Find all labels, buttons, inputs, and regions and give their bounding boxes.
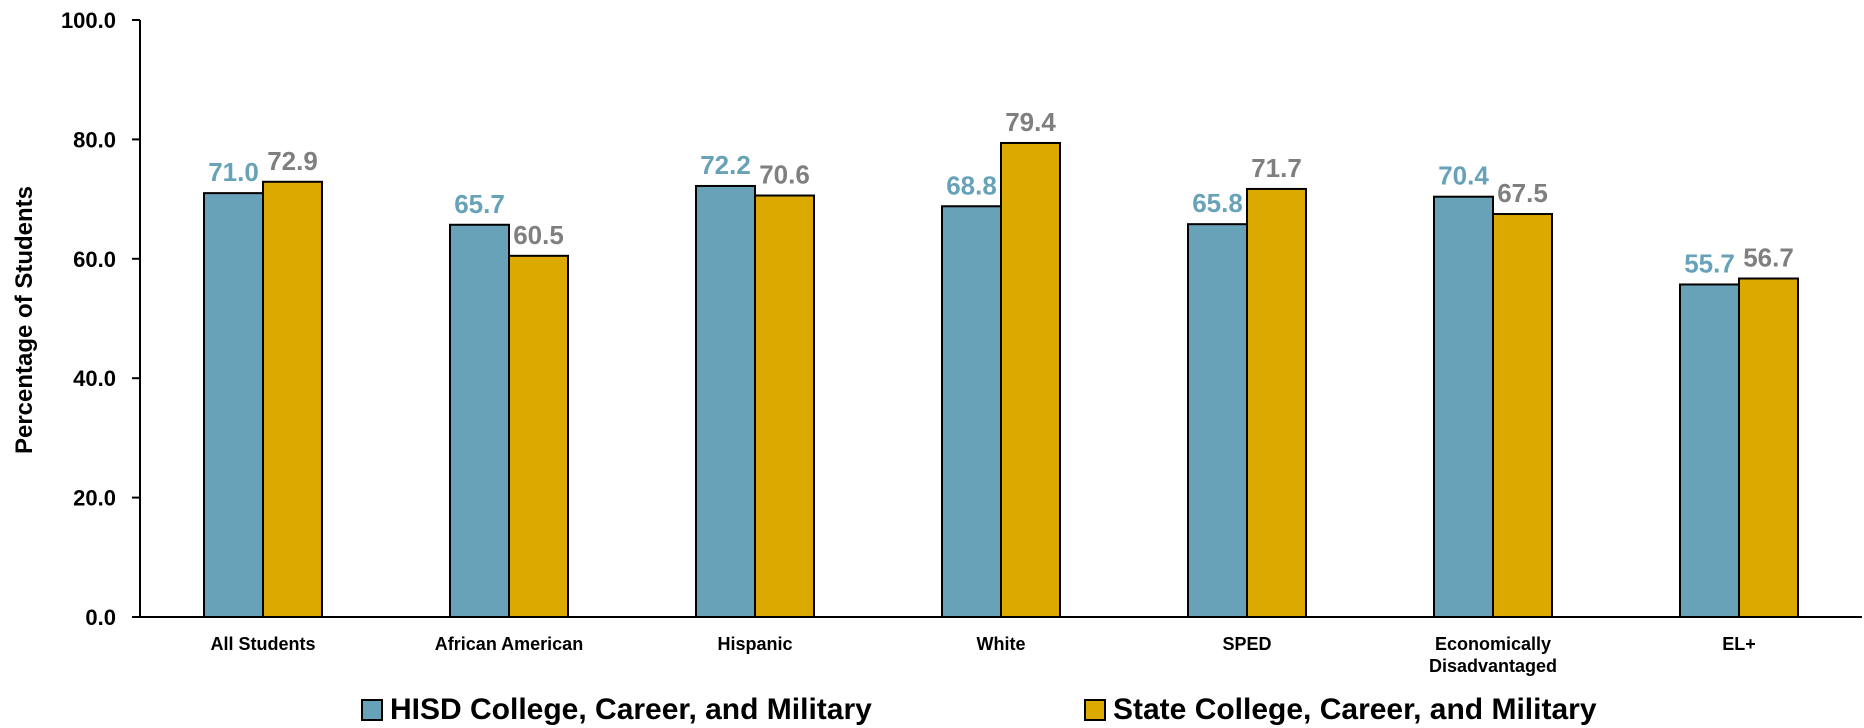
data-label: 60.5 xyxy=(513,220,564,250)
x-category-label: Economically Disadvantaged xyxy=(1429,634,1557,676)
bar-state xyxy=(1246,187,1307,619)
data-label: 56.7 xyxy=(1743,243,1794,273)
data-label: 79.4 xyxy=(1005,107,1056,137)
x-axis-categories: All Students African American Hispanic Whit… xyxy=(210,634,1755,676)
x-category-label: EL+ xyxy=(1722,634,1756,654)
bar-state xyxy=(754,194,815,618)
bar-state xyxy=(1738,277,1799,618)
y-tick-label: 0.0 xyxy=(85,605,116,630)
data-label: 72.9 xyxy=(267,146,318,176)
bar-hisd xyxy=(1187,223,1248,618)
bars xyxy=(203,141,1799,619)
data-label: 71.0 xyxy=(208,157,259,187)
bar-state xyxy=(1000,141,1061,618)
data-label: 71.7 xyxy=(1251,153,1302,183)
bar-hisd xyxy=(449,223,510,618)
bar-state xyxy=(508,254,569,618)
x-category-label: Hispanic xyxy=(717,634,792,654)
legend-swatch xyxy=(1084,699,1106,721)
x-category-label: All Students xyxy=(210,634,315,654)
x-category-label: White xyxy=(977,634,1026,654)
data-label: 65.7 xyxy=(454,189,505,219)
data-label: 65.8 xyxy=(1192,188,1243,218)
legend: HISD College, Career, and Military State … xyxy=(361,693,1597,726)
legend-label: HISD College, Career, and Military xyxy=(390,693,872,726)
data-label: 67.5 xyxy=(1497,178,1548,208)
data-labels: 71.0 72.9 65.7 60.5 72.2 70.6 68.8 79.4 65.8 71.7… xyxy=(208,107,1794,278)
data-label: 70.6 xyxy=(759,160,810,190)
bar-hisd xyxy=(941,205,1002,618)
y-tick-label: 60.0 xyxy=(73,247,116,272)
y-tick-label: 100.0 xyxy=(61,8,116,33)
bar-state xyxy=(262,180,323,619)
y-axis-label: Percentage of Students xyxy=(11,186,38,454)
data-label: 68.8 xyxy=(946,170,997,200)
bar-hisd xyxy=(1433,195,1494,618)
bar-hisd xyxy=(1679,283,1740,618)
bar-state xyxy=(1492,213,1553,618)
legend-swatch xyxy=(361,699,383,721)
data-label: 70.4 xyxy=(1438,161,1489,191)
y-tick-label: 20.0 xyxy=(73,486,116,511)
legend-label: State College, Career, and Military xyxy=(1113,693,1597,726)
y-tick-label: 80.0 xyxy=(73,127,116,152)
x-category-label: African American xyxy=(435,634,583,654)
y-tick-label: 40.0 xyxy=(73,366,116,391)
data-label: 72.2 xyxy=(700,150,751,180)
bar-hisd xyxy=(203,192,264,618)
x-category-label: SPED xyxy=(1222,634,1271,654)
bar-hisd xyxy=(695,184,756,618)
data-label: 55.7 xyxy=(1684,248,1735,278)
